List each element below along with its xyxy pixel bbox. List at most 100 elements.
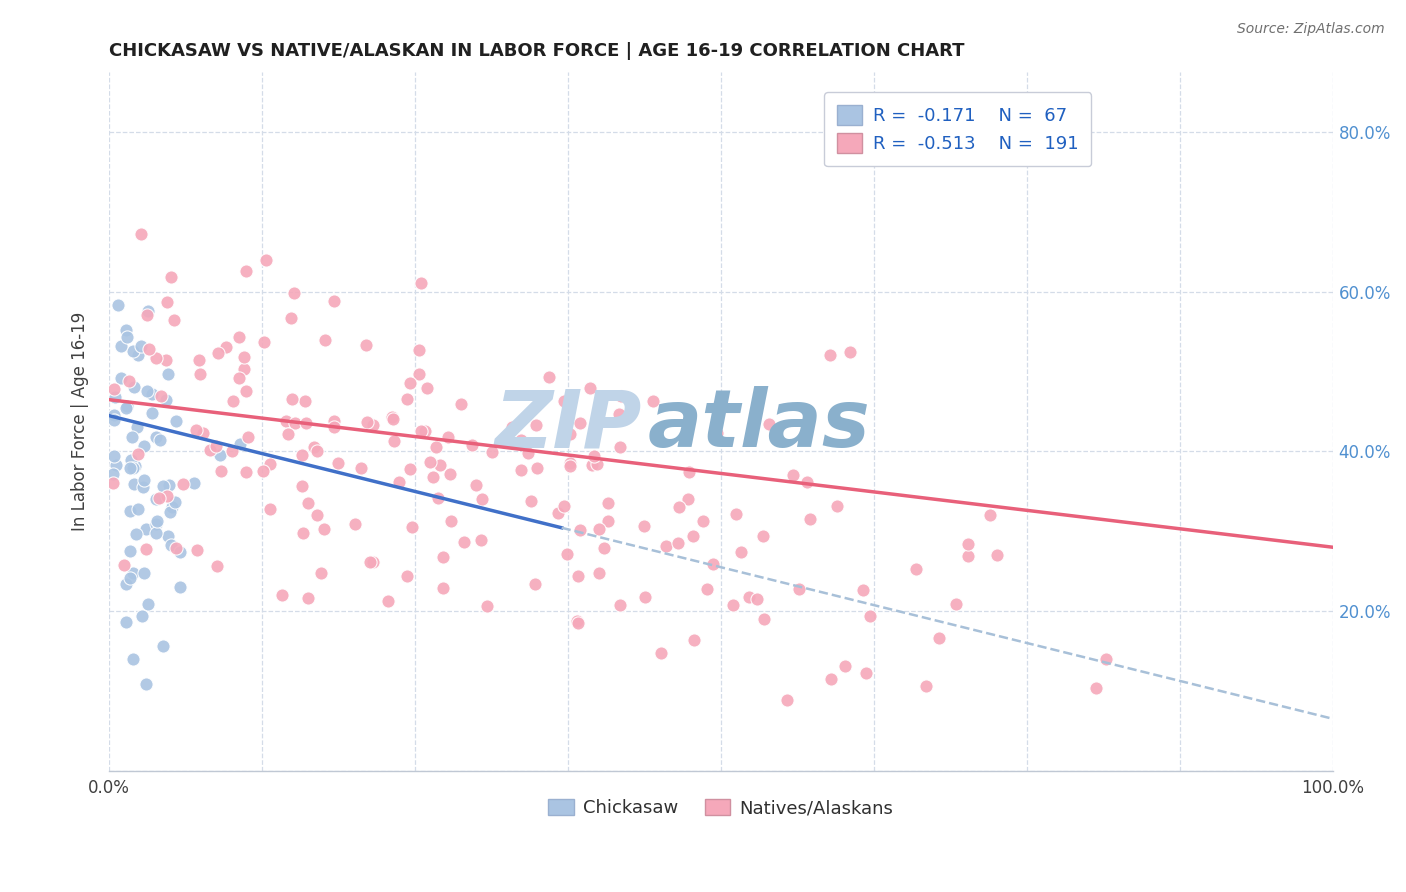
Point (633, 519, 655, 533)
Point (547, 506, 569, 520)
Point (745, 591, 768, 606)
Point (758, 417, 780, 432)
Point (110, 370, 132, 384)
Text: Source: ZipAtlas.com: Source: ZipAtlas.com (1237, 22, 1385, 37)
Point (169, 545, 191, 559)
Point (159, 505, 181, 519)
Point (343, 517, 366, 532)
Point (127, 447, 149, 461)
Point (165, 414, 187, 428)
Point (782, 467, 804, 482)
Point (655, 540, 678, 554)
Point (172, 477, 194, 491)
Point (470, 533, 492, 548)
Point (986, 548, 1008, 562)
Point (905, 562, 928, 576)
Y-axis label: In Labor Force | Age 16-19: In Labor Force | Age 16-19 (72, 312, 89, 531)
Point (928, 631, 950, 645)
Point (643, 394, 665, 409)
Point (135, 677, 157, 691)
Point (145, 491, 167, 506)
Point (115, 401, 138, 415)
Point (149, 433, 172, 447)
Point (135, 522, 157, 536)
Point (427, 491, 450, 506)
Point (558, 456, 581, 470)
Point (188, 368, 211, 382)
Point (356, 415, 378, 429)
Point (855, 666, 877, 681)
Point (666, 536, 689, 550)
Point (145, 526, 167, 541)
Point (945, 597, 967, 611)
Point (187, 353, 209, 368)
Point (118, 571, 141, 585)
Point (377, 593, 399, 607)
Point (979, 508, 1001, 522)
Point (155, 353, 177, 368)
Point (538, 369, 561, 384)
Point (149, 389, 172, 403)
Point (825, 500, 848, 514)
Point (135, 542, 157, 557)
Point (834, 658, 856, 673)
Point (839, 344, 862, 359)
Point (609, 389, 631, 403)
Point (277, 427, 299, 442)
Point (270, 588, 292, 602)
Point (259, 501, 281, 516)
Point (516, 446, 538, 460)
Point (235, 264, 257, 278)
Point (118, 460, 141, 475)
Point (107, 298, 129, 312)
Point (160, 500, 183, 515)
Point (555, 547, 578, 561)
Point (440, 514, 463, 528)
Point (135, 384, 157, 399)
Point (156, 294, 179, 309)
Point (145, 351, 167, 366)
Point (437, 430, 460, 444)
Point (104, 458, 127, 473)
Point (125, 527, 148, 541)
Point (228, 330, 250, 344)
Point (132, 439, 155, 453)
Point (820, 673, 842, 687)
Point (326, 456, 349, 470)
Point (138, 303, 160, 318)
Point (682, 529, 704, 543)
Point (127, 348, 149, 362)
Point (524, 417, 547, 432)
Point (361, 417, 384, 432)
Point (120, 503, 142, 517)
Point (121, 430, 143, 444)
Point (799, 512, 821, 526)
Point (569, 524, 592, 538)
Legend: Chickasaw, Natives/Alaskans: Chickasaw, Natives/Alaskans (541, 792, 900, 824)
Point (567, 615, 589, 630)
Point (586, 458, 609, 472)
Point (163, 312, 186, 326)
Point (152, 640, 174, 654)
Point (560, 459, 582, 474)
Point (509, 433, 531, 447)
Point (565, 615, 588, 629)
Point (439, 467, 461, 482)
Point (122, 343, 145, 358)
Point (776, 693, 799, 707)
Point (281, 392, 304, 406)
Point (294, 393, 316, 408)
Point (122, 380, 145, 394)
Point (588, 522, 610, 536)
Point (163, 495, 186, 509)
Point (118, 374, 141, 388)
Point (915, 679, 938, 693)
Point (818, 348, 841, 362)
Point (232, 351, 254, 365)
Point (193, 425, 215, 440)
Point (361, 555, 384, 569)
Point (598, 514, 620, 528)
Point (157, 478, 180, 492)
Point (276, 414, 298, 428)
Point (110, 339, 132, 353)
